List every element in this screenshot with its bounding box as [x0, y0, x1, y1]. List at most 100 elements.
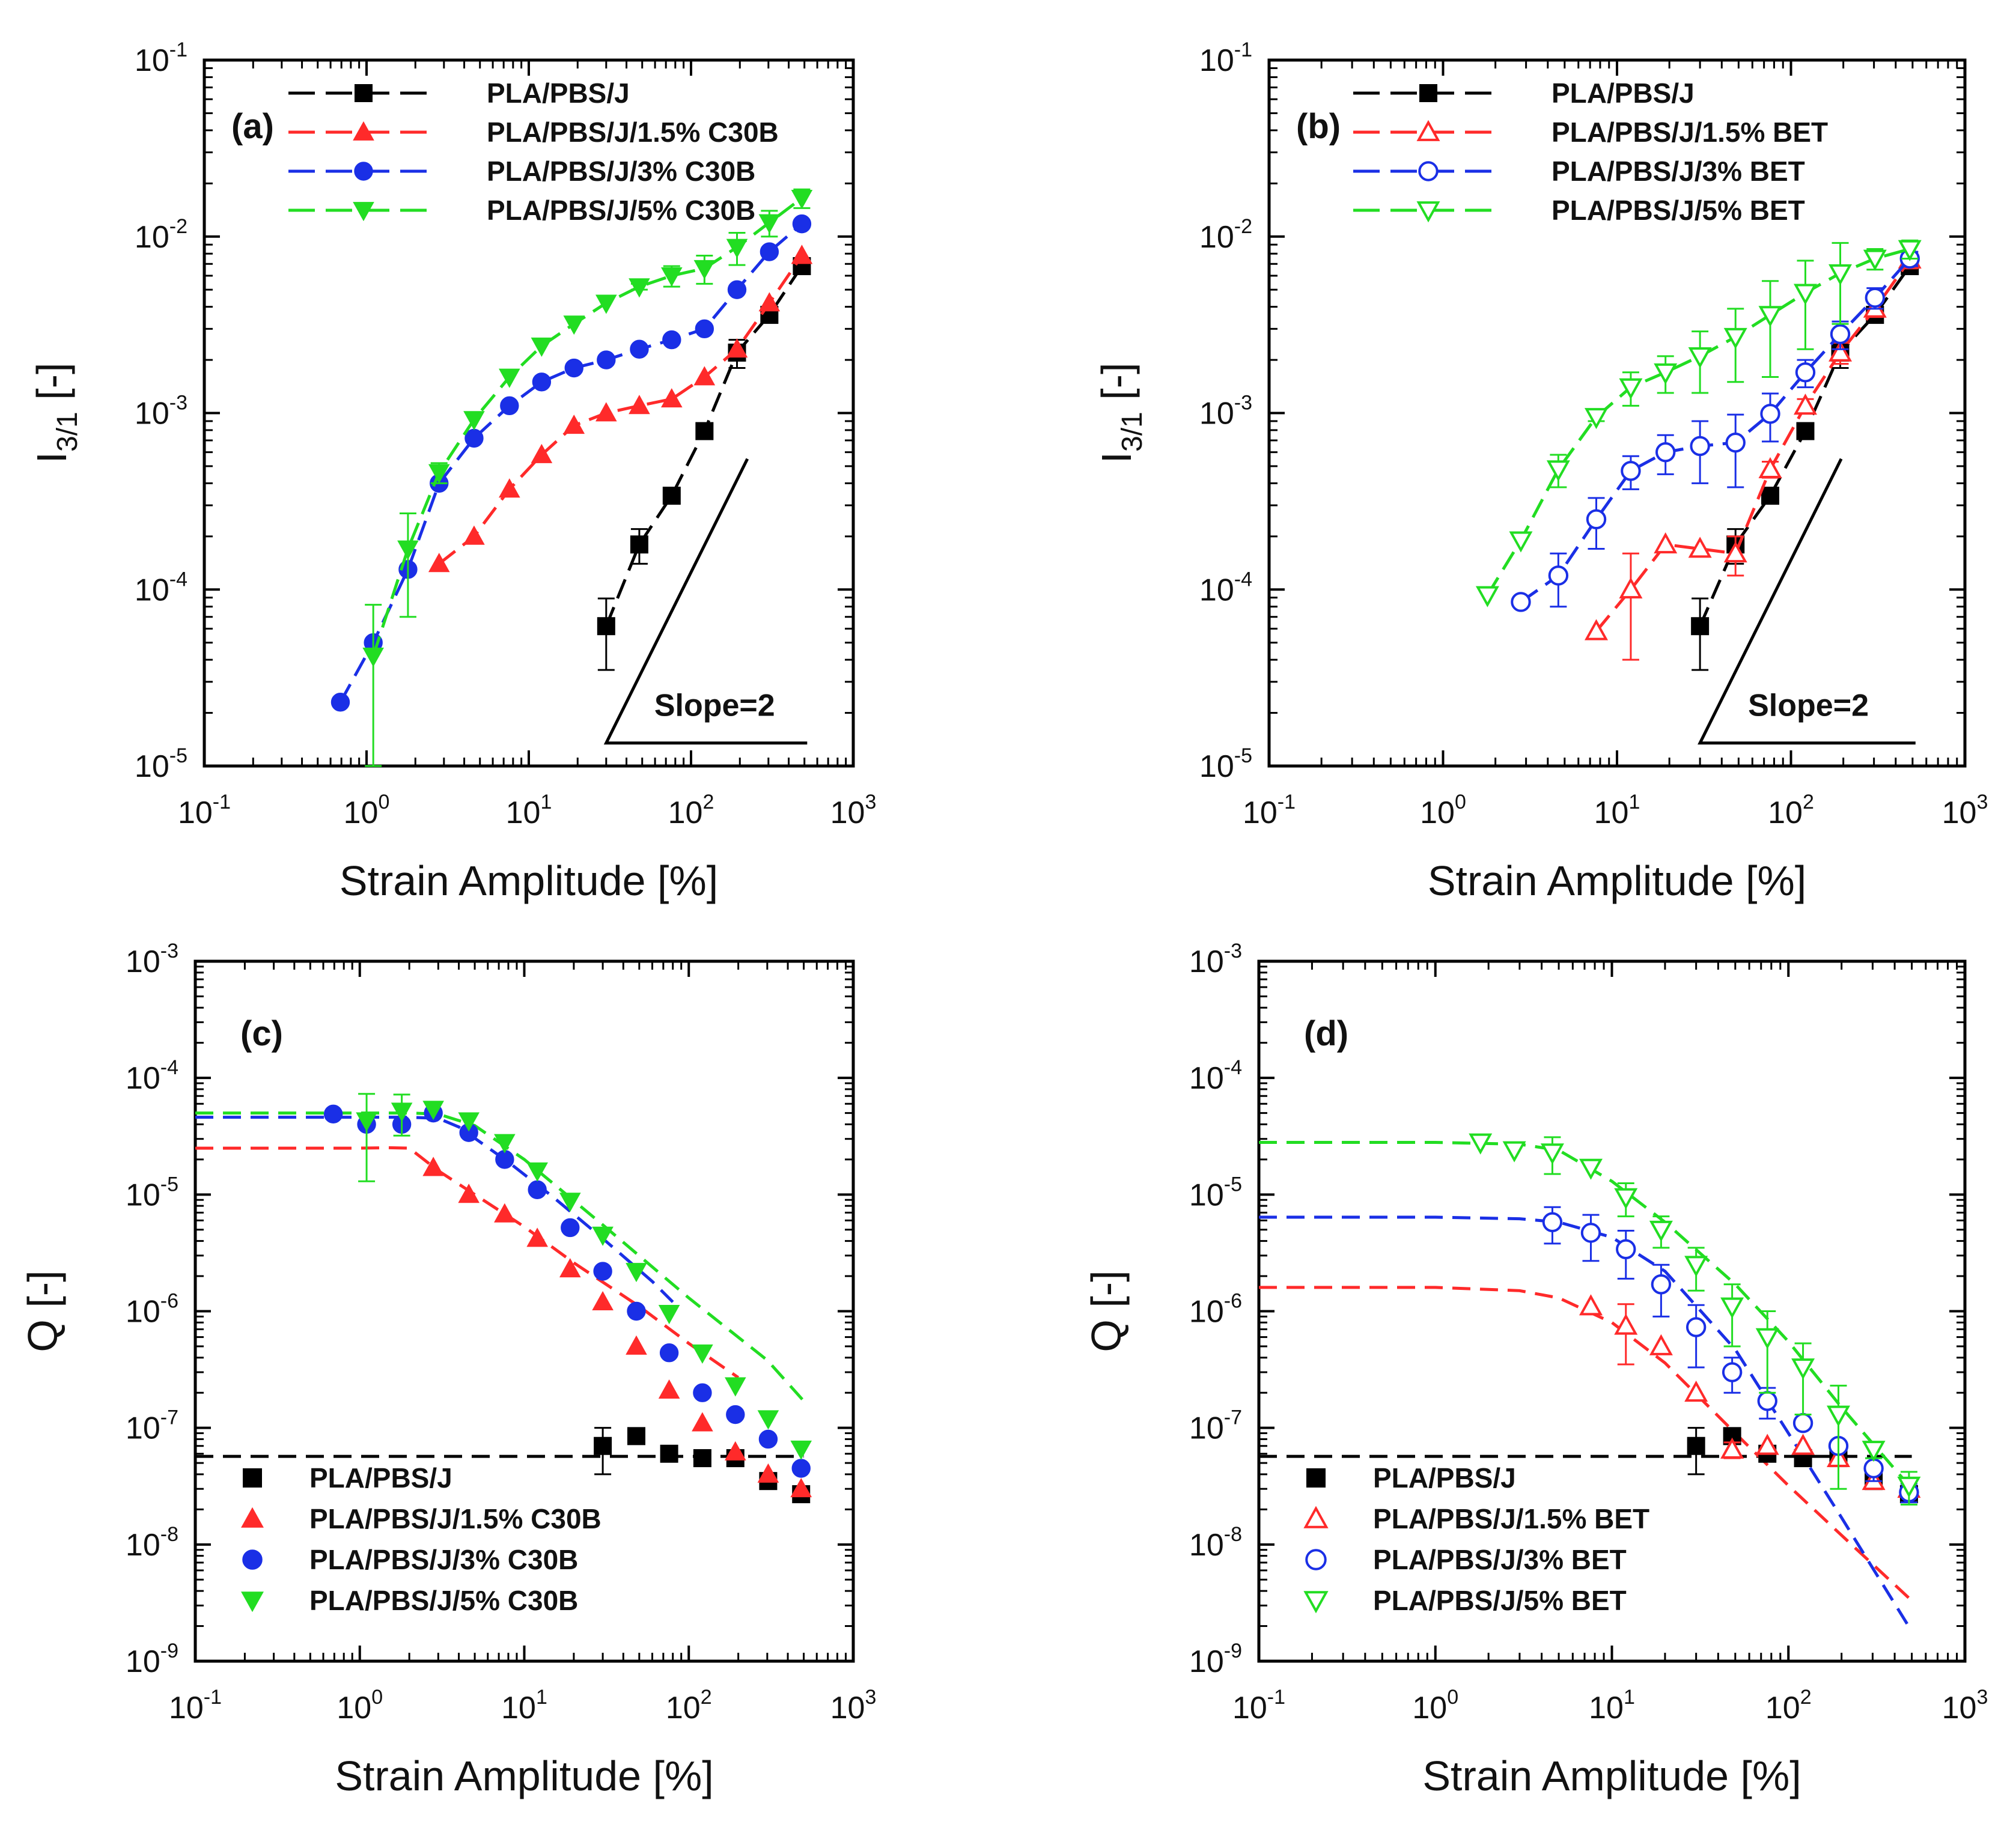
data-point — [1684, 1380, 1708, 1402]
x-tick-label: 102 — [1765, 1686, 1812, 1725]
y-tick-exponent: -2 — [1234, 215, 1252, 238]
x-tick-exponent: 0 — [1455, 791, 1466, 813]
data-point — [757, 1410, 779, 1430]
y-tick-label: 10-8 — [1189, 1523, 1242, 1563]
data-point — [422, 1157, 444, 1176]
legend-marker — [353, 121, 374, 141]
data-point — [1722, 1362, 1743, 1382]
legend-label: PLA/PBS/J — [487, 78, 630, 109]
data-point — [1688, 537, 1712, 558]
y-tick-label: 10-4 — [1199, 568, 1252, 607]
legend: PLA/PBS/J PLA/PBS/J/1.5% C30B PLA/PBS/J/3%… — [288, 78, 779, 226]
y-tick-base: 10 — [1189, 1178, 1224, 1212]
y-tick-label: 10-5 — [126, 1173, 178, 1212]
data-point — [1758, 457, 1782, 479]
y-tick-label: 10-5 — [1189, 1173, 1242, 1212]
data-point — [629, 395, 650, 415]
x-tick-label: 103 — [1942, 791, 1988, 830]
data-point — [693, 1449, 711, 1468]
y-tick-exponent: -7 — [160, 1406, 178, 1429]
data-point — [1579, 1158, 1603, 1180]
y-tick-label: 10-9 — [1189, 1640, 1242, 1679]
x-tick-label: 100 — [337, 1686, 383, 1725]
data-point — [725, 1441, 746, 1461]
y-tick-exponent: -4 — [169, 568, 187, 591]
data-point — [626, 1335, 647, 1355]
legend-marker — [1305, 1549, 1327, 1570]
x-tick-base: 10 — [830, 1691, 865, 1725]
chart-panel-4: 10-1 100 101 102 10310-910-810-710-610-510-4… — [1083, 940, 1988, 1799]
y-axis-label-main: I — [1093, 452, 1140, 463]
data-point — [1795, 362, 1816, 383]
data-point — [1548, 565, 1569, 586]
y-axis-label-unit: [-] — [1093, 363, 1140, 412]
panel-label: (d) — [1304, 1014, 1348, 1053]
x-tick-base: 10 — [830, 795, 865, 830]
x-tick-base: 10 — [178, 795, 213, 830]
data-point — [1687, 1436, 1705, 1455]
legend-label: PLA/PBS/J — [1552, 78, 1695, 109]
x-tick-base: 10 — [1942, 1691, 1977, 1725]
y-axis-label-unit: [-] — [28, 363, 75, 412]
y-tick-exponent: -9 — [160, 1640, 178, 1662]
legend-marker — [1416, 201, 1440, 223]
x-tick-base: 10 — [1420, 795, 1455, 830]
y-tick-label: 10-2 — [1199, 215, 1252, 255]
data-point — [1621, 461, 1641, 481]
legend-marker — [1306, 1468, 1326, 1488]
y-tick-exponent: -5 — [169, 744, 187, 767]
y-tick-exponent: -5 — [160, 1173, 178, 1196]
data-point — [757, 1463, 779, 1483]
data-point — [1651, 1274, 1672, 1295]
data-point — [1619, 378, 1643, 400]
data-point — [1509, 531, 1533, 553]
x-tick-label: 101 — [1589, 1686, 1635, 1725]
y-axis-label: Q [-] — [19, 1270, 66, 1352]
data-point — [629, 278, 650, 298]
x-tick-base: 10 — [337, 1691, 371, 1725]
data-point — [463, 525, 485, 545]
y-tick-label: 10-1 — [135, 38, 187, 78]
y-tick-base: 10 — [1199, 397, 1234, 431]
y-tick-exponent: -2 — [169, 215, 187, 238]
y-tick-label: 10-4 — [1189, 1056, 1242, 1096]
data-point — [790, 1440, 812, 1460]
legend-marker — [354, 162, 373, 181]
data-point — [559, 1258, 581, 1278]
y-tick-label: 10-4 — [135, 568, 187, 607]
y-tick-exponent: -5 — [1224, 1173, 1242, 1196]
x-tick-base: 10 — [169, 1691, 204, 1725]
fit-line — [195, 1146, 740, 1379]
data-point — [627, 1301, 646, 1321]
x-tick-label: 102 — [1768, 791, 1814, 830]
y-tick-base: 10 — [126, 1061, 160, 1096]
data-point — [526, 1162, 548, 1182]
data-point — [1830, 324, 1851, 344]
y-tick-label: 10-3 — [1199, 392, 1252, 431]
x-tick-label: 102 — [668, 791, 714, 830]
legend-label: PLA/PBS/J — [309, 1462, 452, 1494]
y-tick-base: 10 — [1189, 1644, 1224, 1679]
data-point — [1502, 1141, 1526, 1163]
series — [1511, 248, 1920, 612]
data-point — [1863, 249, 1887, 271]
legend-marker — [355, 84, 373, 102]
series — [1475, 239, 1922, 607]
chart-panel-2: 10-1 100 101 102 10310-510-410-310-210-1Stra… — [1093, 38, 1988, 904]
data-point — [1690, 436, 1710, 457]
y-tick-base: 10 — [1199, 573, 1234, 607]
panel-label: (c) — [240, 1014, 283, 1053]
legend-marker — [1419, 84, 1437, 102]
data-point — [1720, 1297, 1744, 1319]
data-point — [531, 443, 553, 463]
x-tick-label: 100 — [1412, 1686, 1458, 1725]
data-point — [1757, 1391, 1777, 1411]
legend-label: PLA/PBS/J/5% C30B — [487, 195, 755, 226]
y-axis-label-main: Q [-] — [19, 1270, 66, 1352]
x-tick-exponent: 3 — [865, 791, 876, 813]
data-point — [594, 1436, 612, 1455]
x-tick-exponent: -1 — [1278, 791, 1296, 813]
y-axis-label: I3/1 [-] — [1093, 363, 1148, 464]
series — [356, 1093, 812, 1460]
y-tick-base: 10 — [1199, 749, 1234, 784]
